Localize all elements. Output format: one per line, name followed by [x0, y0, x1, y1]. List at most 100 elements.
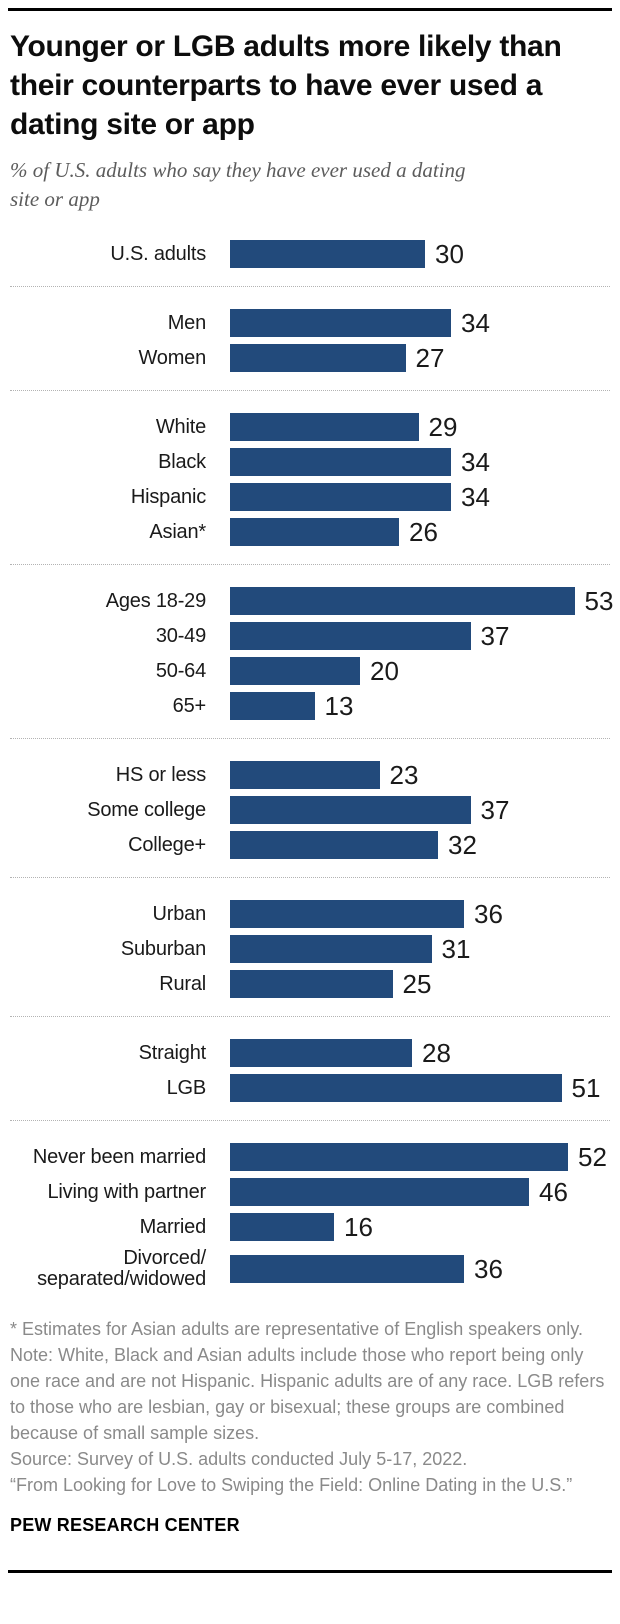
pew-research-center-logo: PEW RESEARCH CENTER — [10, 1515, 240, 1535]
chart-title-line: dating site or app — [10, 108, 255, 141]
value-label: 34 — [461, 308, 490, 338]
bar-row: Asian* 26 — [10, 518, 610, 546]
bar-row: U.S. adults 30 — [10, 240, 610, 268]
value-label: 36 — [474, 1254, 503, 1284]
asterisk-note: * Estimates for Asian adults are represe… — [10, 1319, 583, 1339]
value-label: 20 — [370, 656, 399, 686]
bar — [230, 587, 575, 615]
bar-row: LGB 51 — [10, 1074, 610, 1102]
bar-row: College+ 32 — [10, 831, 610, 859]
chart-title-line: Younger or LGB adults more likely than — [10, 30, 562, 63]
bar-row: White 29 — [10, 413, 610, 441]
source-note: Source: Survey of U.S. adults conducted … — [10, 1449, 468, 1469]
demographic-group: U.S. adults 30 — [10, 218, 610, 287]
bar — [230, 240, 425, 268]
bar-row: Divorced/separated/widowed 36 — [10, 1248, 610, 1290]
chart-subtitle-line: % of U.S. adults who say they have ever … — [10, 158, 466, 182]
value-label: 37 — [480, 795, 510, 825]
category-label: Some college — [87, 798, 206, 821]
category-label: Black — [158, 450, 206, 473]
chart-title: Younger or LGB adults more likely than t… — [10, 27, 610, 144]
citation-note: “From Looking for Love to Swiping the Fi… — [10, 1475, 573, 1495]
value-label: 36 — [474, 899, 503, 929]
methodology-note: Note: White, Black and Asian adults incl… — [10, 1345, 605, 1443]
bottom-rule — [8, 1570, 612, 1573]
page-content: Younger or LGB adults more likely than t… — [0, 27, 620, 1536]
value-label: 29 — [428, 412, 458, 442]
value-label: 16 — [344, 1212, 373, 1242]
category-label: Men — [167, 311, 207, 334]
bar-row: Women 27 — [10, 344, 610, 372]
bar — [230, 344, 406, 372]
category-label: Ages 18-29 — [105, 589, 206, 612]
value-label: 23 — [389, 760, 419, 790]
bar-row: Urban 36 — [10, 900, 610, 928]
category-label: Living with partner — [47, 1180, 206, 1203]
bar-chart: U.S. adults 30 Men 34 Women 27 White 29 Black 34 H… — [10, 218, 613, 1302]
bar-row: Ages 18-29 53 — [10, 587, 613, 615]
category-label: Suburban — [120, 937, 206, 960]
category-label: LGB — [166, 1076, 207, 1099]
chart-title-line: their counterparts to have ever used a — [10, 69, 543, 102]
bar — [230, 309, 451, 337]
value-label: 46 — [539, 1177, 568, 1207]
value-label: 53 — [584, 586, 614, 616]
value-label: 26 — [409, 517, 438, 547]
bar-row: Men 34 — [10, 309, 610, 337]
bar — [230, 622, 471, 650]
value-label: 30 — [435, 239, 464, 269]
bar-row: Hispanic 34 — [10, 483, 610, 511]
bar-row: Suburban 31 — [10, 935, 610, 963]
value-label: 52 — [578, 1142, 607, 1172]
bar-row: 50-64 20 — [10, 657, 610, 685]
bar — [230, 1039, 412, 1067]
bar — [230, 657, 360, 685]
category-label: HS or less — [115, 763, 206, 786]
demographic-group: Ages 18-29 53 30-49 37 50-64 20 65+ 13 — [10, 565, 613, 739]
bar — [230, 831, 438, 859]
bar-row: Some college 37 — [10, 796, 610, 824]
bar-row: 65+ 13 — [10, 692, 610, 720]
bar — [230, 935, 432, 963]
bar — [230, 413, 419, 441]
chart-subtitle: % of U.S. adults who say they have ever … — [10, 156, 610, 214]
bar — [230, 1178, 529, 1206]
demographic-group: Men 34 Women 27 — [10, 287, 610, 391]
category-label: Married — [139, 1215, 207, 1238]
value-label: 31 — [441, 934, 471, 964]
bar — [230, 970, 393, 998]
value-label: 28 — [422, 1038, 451, 1068]
category-label: U.S. adults — [110, 242, 206, 265]
value-label: 37 — [480, 621, 510, 651]
category-label: White — [155, 415, 206, 438]
bar — [230, 1074, 562, 1102]
chart-subtitle-line: site or app — [10, 187, 100, 211]
bar — [230, 761, 380, 789]
category-label: Divorced/separated/widowed — [37, 1247, 206, 1290]
value-label: 25 — [402, 969, 432, 999]
bar-row: Never been married 52 — [10, 1143, 610, 1171]
demographic-group: White 29 Black 34 Hispanic 34 Asian* 26 — [10, 391, 610, 565]
value-label: 13 — [324, 691, 354, 721]
demographic-group: HS or less 23 Some college 37 College+ 32 — [10, 739, 610, 878]
bar — [230, 1213, 334, 1241]
bar — [230, 1255, 464, 1283]
category-label: Never been married — [32, 1145, 206, 1168]
demographic-group: Straight 28 LGB 51 — [10, 1017, 610, 1121]
bar — [230, 900, 464, 928]
value-label: 34 — [461, 447, 490, 477]
demographic-group: Never been married 52 Living with partner 4… — [10, 1121, 610, 1302]
category-label: Asian* — [149, 520, 206, 543]
bar — [230, 1143, 568, 1171]
bar-row: 30-49 37 — [10, 622, 610, 650]
category-label: Urban — [152, 902, 207, 925]
bar — [230, 796, 471, 824]
bar-row: Straight 28 — [10, 1039, 610, 1067]
bar — [230, 692, 315, 720]
category-label: Hispanic — [130, 485, 206, 508]
bar-row: HS or less 23 — [10, 761, 610, 789]
category-label: Straight — [138, 1041, 207, 1064]
bar — [230, 483, 451, 511]
category-label: Women — [138, 346, 206, 369]
value-label: 34 — [461, 482, 490, 512]
